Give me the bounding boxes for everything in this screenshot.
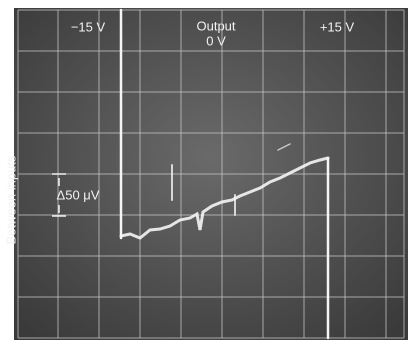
scale-label: Δ50 μV <box>57 187 100 202</box>
output-label: 0 V <box>206 33 226 48</box>
axis-label: Between inputs <box>3 155 18 244</box>
rail-label: +15 V <box>320 19 355 34</box>
rail-label: −15 V <box>71 19 106 34</box>
output-label: Output <box>196 18 235 33</box>
oscilloscope-screen: −15 V Output 0 V +15 V Between inputs Δ5… <box>0 0 416 346</box>
